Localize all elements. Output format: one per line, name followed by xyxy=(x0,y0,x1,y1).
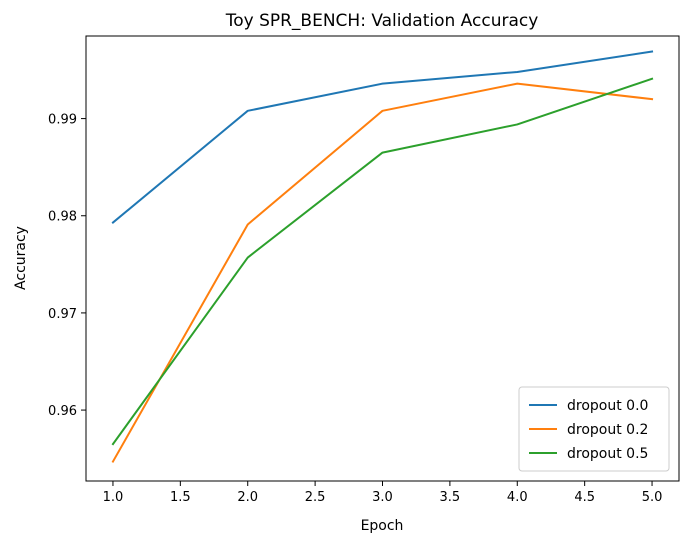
x-tick-label: 2.5 xyxy=(305,490,326,505)
y-tick-label: 0.98 xyxy=(48,210,77,225)
y-axis-label: Accuracy xyxy=(13,226,29,290)
x-tick-label: 2.0 xyxy=(237,490,258,505)
series-line-0 xyxy=(111,50,654,224)
plot-area: 1.0 1.5 2.0 2.5 3.0 3.5 4.0 4.5 5.0 0.96 0.97 0.98 0… xyxy=(48,35,680,505)
x-tick-label: 3.5 xyxy=(440,490,461,505)
series-line-1 xyxy=(111,82,654,463)
x-tick-label: 1.0 xyxy=(103,490,124,505)
legend: dropout 0.0 dropout 0.2 dropout 0.5 xyxy=(518,386,670,472)
x-tick-label: 4.5 xyxy=(574,490,595,505)
y-tick-label: 0.97 xyxy=(48,307,77,322)
series-line-2 xyxy=(111,77,654,446)
chart-title: Toy SPR_BENCH: Validation Accuracy xyxy=(225,11,539,31)
x-tick-label: 3.0 xyxy=(372,490,393,505)
legend-label-1: dropout 0.2 xyxy=(567,422,648,438)
x-tick-label: 5.0 xyxy=(642,490,663,505)
legend-box xyxy=(518,386,670,472)
legend-label-0: dropout 0.0 xyxy=(567,398,648,414)
y-tick-label: 0.99 xyxy=(48,113,77,128)
legend-label-2: dropout 0.5 xyxy=(567,446,648,462)
x-axis-label: Epoch xyxy=(361,518,404,534)
x-tick-label: 4.0 xyxy=(507,490,528,505)
x-tick-label: 1.5 xyxy=(170,490,191,505)
y-tick-label: 0.96 xyxy=(48,404,77,419)
